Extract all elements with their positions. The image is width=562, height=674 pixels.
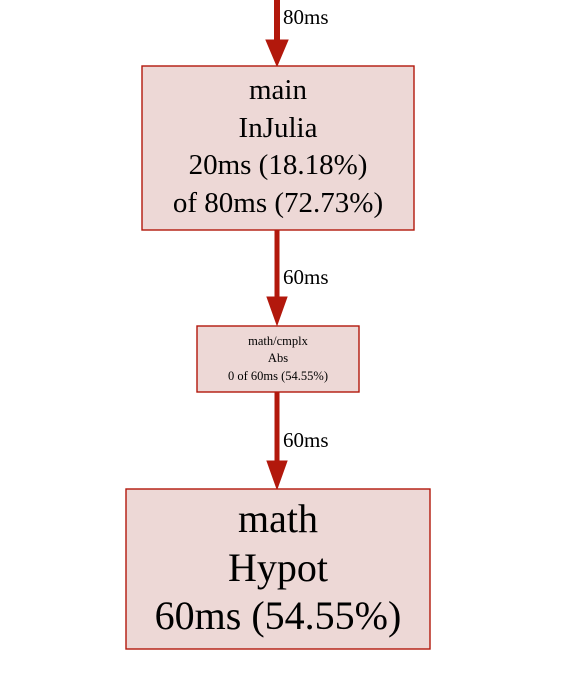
node-main-package: main: [249, 74, 307, 106]
edge-abs-to-hypot-label: 60ms: [283, 428, 329, 452]
node-hypot-flat: 60ms (54.55%): [155, 593, 402, 638]
node-main-cumulative: of 80ms (72.73%): [173, 187, 383, 219]
edge-abs-to-hypot[interactable]: 60ms: [266, 392, 329, 491]
node-main-function: InJulia: [239, 112, 318, 144]
node-abs-package: math/cmplx: [248, 334, 308, 348]
edge-into-main-label: 80ms: [283, 5, 329, 29]
node-abs-function: Abs: [268, 351, 288, 365]
node-cmplx-abs[interactable]: math/cmplx Abs 0 of 60ms (54.55%): [196, 325, 360, 393]
node-hypot-function: Hypot: [228, 545, 328, 590]
node-abs-flat: 0 of 60ms (54.55%): [228, 369, 328, 383]
node-main-injulia[interactable]: main InJulia 20ms (18.18%) of 80ms (72.7…: [141, 65, 415, 231]
edge-into-main[interactable]: 80ms: [265, 0, 329, 68]
node-math-hypot[interactable]: math Hypot 60ms (54.55%): [125, 488, 431, 650]
node-hypot-package: math: [238, 496, 318, 541]
edge-main-to-abs[interactable]: 60ms: [266, 230, 329, 327]
edge-main-to-abs-label: 60ms: [283, 265, 329, 289]
node-main-flat: 20ms (18.18%): [189, 149, 368, 181]
